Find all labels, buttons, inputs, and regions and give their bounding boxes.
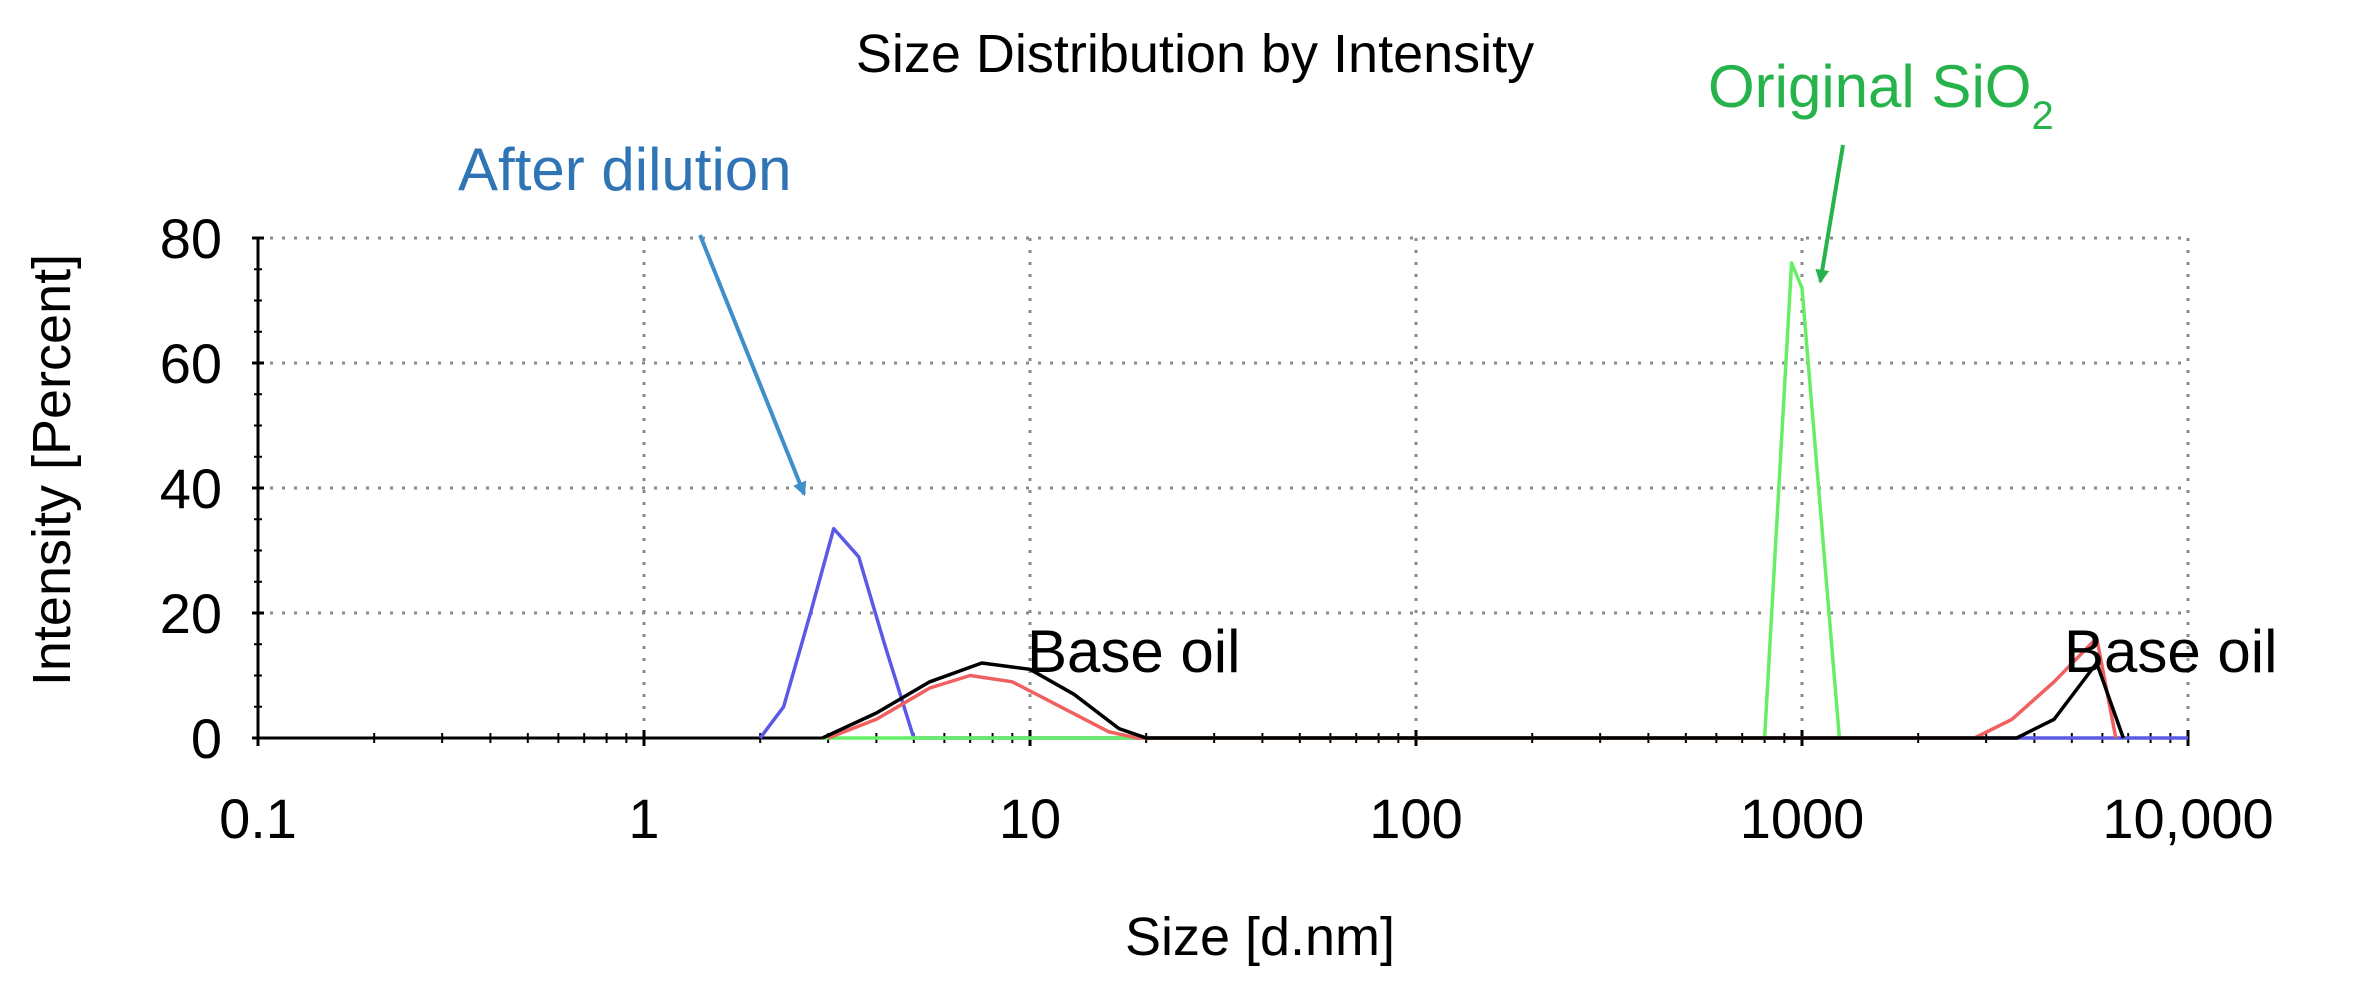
grid-lines <box>258 236 2190 738</box>
y-axis-label: Intensity [Percent] <box>22 254 82 686</box>
annotation-after-dilution: After dilution <box>458 136 792 203</box>
annotation-base-oil-right: Base oil <box>2064 618 2277 685</box>
x-tick-label-100: 100 <box>1369 787 1462 850</box>
y-tick-label-80: 80 <box>160 207 222 270</box>
arrow-original-sio2 <box>1815 144 1845 284</box>
y-tick-label-60: 60 <box>160 332 222 395</box>
x-tick-label-1000: 1000 <box>1740 787 1865 850</box>
annotation-original-sio2-main: Original SiO <box>1708 53 2031 120</box>
chart-title: Size Distribution by Intensity <box>856 24 1534 84</box>
x-axis-label: Size [d.nm] <box>1125 907 1395 967</box>
series-line-after-dilution <box>758 526 2188 740</box>
series-line-base-oil-red <box>827 636 2118 740</box>
annotation-base-oil-left: Base oil <box>1027 618 1240 685</box>
y-tick-label-40: 40 <box>160 457 222 520</box>
series-line-original-sio2 <box>822 261 1842 740</box>
data-series <box>758 261 2188 740</box>
x-tick-label-0.1: 0.1 <box>219 787 297 850</box>
annotation-original-sio2: Original SiO2 <box>1708 53 2054 138</box>
x-tick-label-1: 1 <box>628 787 659 850</box>
x-tick-label-10: 10 <box>999 787 1061 850</box>
y-tick-label-0: 0 <box>191 707 222 770</box>
tick-labels: 0 20 40 60 80 0.1 1 10 100 1000 10,000 <box>160 207 2274 850</box>
x-tick-label-10,000: 10,000 <box>2102 787 2273 850</box>
arrow-after-dilution <box>698 234 807 497</box>
series-line-base-oil-black <box>821 661 2125 740</box>
y-tick-label-20: 20 <box>160 582 222 645</box>
annotation-original-sio2-subscript: 2 <box>2031 94 2053 138</box>
